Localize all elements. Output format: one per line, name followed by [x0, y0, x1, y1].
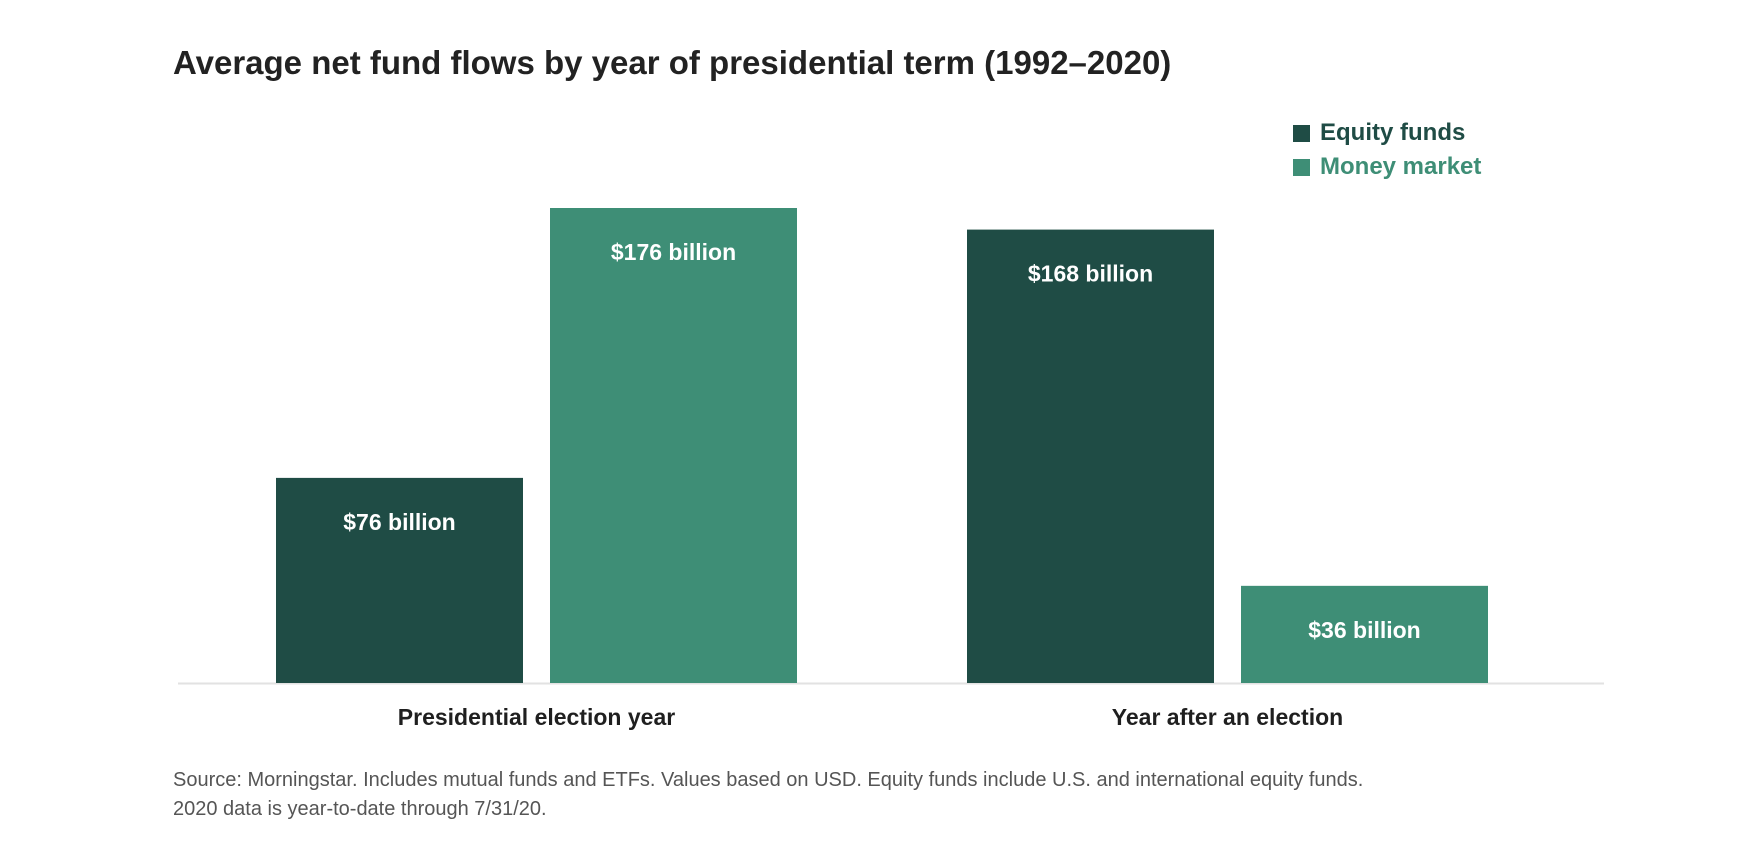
- legend-swatch-equity-funds: [1293, 124, 1310, 142]
- bar-equity-funds-year-after-an-election: [967, 229, 1214, 683]
- data-label-money-market-presidential-election-year: $176 billion: [611, 239, 736, 265]
- bar-equity-funds-presidential-election-year: [276, 477, 523, 683]
- legend-swatch-money-market: [1293, 158, 1310, 176]
- legend-item-money-market: Money market: [1293, 150, 1481, 184]
- source-note-line-2: 2020 data is year-to-date through 7/31/2…: [173, 798, 547, 820]
- bar-money-market-year-after-an-election: [1241, 585, 1488, 683]
- source-note: Source: Morningstar. Includes mutual fun…: [173, 766, 1623, 824]
- data-label-equity-funds-year-after-an-election: $168 billion: [1028, 261, 1153, 287]
- legend-label-equity-funds: Equity funds: [1320, 119, 1466, 146]
- category-label-presidential-election-year: Presidential election year: [398, 704, 675, 730]
- bar-money-market-presidential-election-year: [550, 208, 797, 683]
- bar-chart: $76 billion $176 billion Presidential elec…: [178, 208, 1604, 730]
- legend: Equity funds Money market: [1293, 116, 1481, 184]
- data-label-equity-funds-presidential-election-year: $76 billion: [343, 509, 455, 535]
- data-label-money-market-year-after-an-election: $36 billion: [1308, 617, 1420, 643]
- source-note-line-1: Source: Morningstar. Includes mutual fun…: [173, 769, 1364, 791]
- chart-title: Average net fund flows by year of presid…: [173, 44, 1172, 81]
- legend-label-money-market: Money market: [1320, 153, 1482, 180]
- category-label-year-after-an-election: Year after an election: [1112, 704, 1343, 730]
- legend-item-equity-funds: Equity funds: [1293, 116, 1481, 150]
